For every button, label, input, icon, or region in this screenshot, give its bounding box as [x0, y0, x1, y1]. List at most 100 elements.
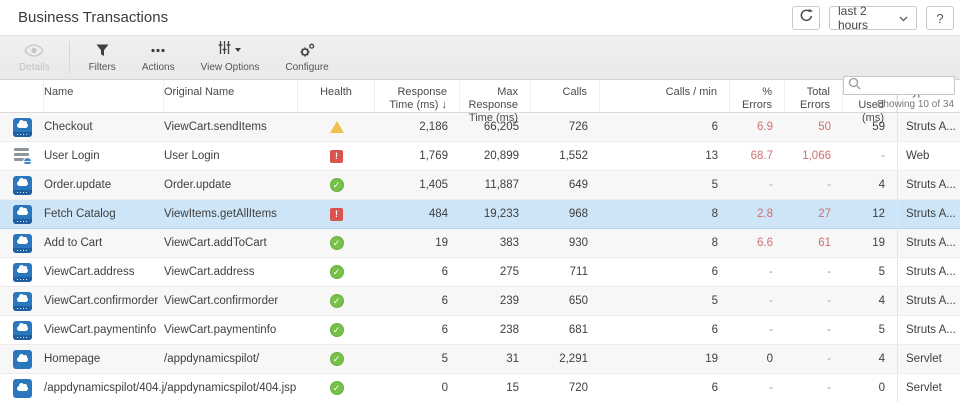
struts-app-icon: [13, 117, 32, 137]
cell-cpu-used: 19: [872, 237, 885, 249]
table-row[interactable]: Checkout ViewCart.sendItems 2,186 66,205…: [0, 113, 960, 142]
cell-pct-errors: -: [769, 266, 773, 278]
details-label: Details: [19, 61, 50, 73]
cell-calls: 2,291: [559, 353, 588, 365]
table-row[interactable]: Fetch Catalog ViewItems.getAllItems 484 …: [0, 200, 960, 229]
cell-original-name: User Login: [164, 150, 220, 162]
cell-calls: 930: [568, 237, 588, 249]
actions-label: Actions: [141, 61, 175, 73]
struts-app-icon: [13, 291, 32, 311]
table-row[interactable]: ViewCart.paymentinfo ViewCart.paymentinf…: [0, 316, 960, 345]
cell-calls-per-min: 13: [705, 150, 718, 162]
cell-type: Servlet: [897, 374, 960, 402]
cell-pct-errors: 6.6: [757, 237, 773, 249]
table-body: Checkout ViewCart.sendItems 2,186 66,205…: [0, 113, 960, 402]
cell-name: Add to Cart: [44, 237, 103, 249]
table-row[interactable]: Add to Cart ViewCart.addToCart 19 383 93…: [0, 229, 960, 258]
filters-button[interactable]: Filters: [76, 36, 129, 79]
help-button[interactable]: ?: [926, 6, 954, 30]
table-row[interactable]: /appdynamicspilot/404.jsp /appdynamicspi…: [0, 374, 960, 402]
cell-max-response-time: 11,887: [484, 179, 519, 191]
cell-type: Struts A...: [897, 200, 960, 228]
actions-button[interactable]: Actions: [129, 36, 188, 79]
cell-pct-errors: -: [769, 324, 773, 336]
cell-calls: 649: [568, 179, 588, 191]
details-button[interactable]: Details: [6, 36, 63, 79]
row-type-icon: [0, 262, 44, 282]
cell-response-time: 5: [441, 353, 448, 365]
cell-calls-per-min: 6: [711, 121, 718, 133]
health-icon: [298, 323, 375, 337]
filters-label: Filters: [88, 61, 116, 73]
page-title: Business Transactions: [18, 9, 169, 26]
cell-response-time: 1,769: [419, 150, 448, 162]
cell-cpu-used: 4: [878, 179, 885, 191]
cell-original-name: ViewCart.addToCart: [164, 237, 267, 249]
cell-name: ViewCart.paymentinfo: [44, 324, 157, 336]
table-header: Name Original Name Health Response Time …: [0, 80, 960, 124]
row-type-icon: [0, 291, 44, 311]
struts-app-icon: [13, 175, 32, 195]
table-row[interactable]: ViewCart.address ViewCart.address 6 275 …: [0, 258, 960, 287]
column-header-calls-per-min[interactable]: Calls / min: [600, 80, 730, 112]
filter-icon: [96, 43, 109, 58]
cell-calls: 650: [568, 295, 588, 307]
showing-count: Showing 10 of 34: [876, 99, 954, 110]
cell-type: Struts A...: [897, 229, 960, 257]
cell-name: User Login: [44, 150, 100, 162]
search-input[interactable]: [864, 79, 952, 92]
cell-response-time: 19: [435, 237, 448, 249]
cell-original-name: ViewCart.paymentinfo: [164, 324, 277, 336]
table-row[interactable]: Homepage /appdynamicspilot/ 5 31 2,291 1…: [0, 345, 960, 374]
column-header-calls[interactable]: Calls: [531, 80, 600, 112]
table-row[interactable]: User Login User Login 1,769 20,899 1,552…: [0, 142, 960, 171]
column-header-original-name[interactable]: Original Name: [164, 80, 298, 112]
time-range-dropdown[interactable]: last 2 hours: [829, 4, 917, 32]
configure-button[interactable]: Configure: [272, 36, 341, 79]
health-icon: [298, 352, 375, 366]
cell-type: Struts A...: [897, 316, 960, 344]
cell-response-time: 0: [441, 382, 448, 394]
cell-name: /appdynamicspilot/404.jsp: [44, 382, 164, 394]
cell-name: ViewCart.address: [44, 266, 135, 278]
column-header-total-errors[interactable]: Total Errors: [785, 80, 843, 112]
view-options-button[interactable]: View Options: [188, 36, 273, 79]
column-header-pct-errors[interactable]: % Errors: [730, 80, 785, 112]
health-icon: [298, 149, 375, 163]
chevron-down-icon: [899, 11, 908, 25]
cell-original-name: ViewCart.address: [164, 266, 255, 278]
table-row[interactable]: Order.update Order.update 1,405 11,887 6…: [0, 171, 960, 200]
cell-original-name: /appdynamicspilot/: [164, 353, 260, 365]
cell-type: Struts A...: [897, 258, 960, 286]
cell-total-errors: -: [827, 266, 831, 278]
toolbar-separator: [68, 41, 70, 74]
cell-total-errors: -: [827, 382, 831, 394]
column-header-max-response-time[interactable]: Max Response Time (ms): [460, 80, 531, 124]
cell-original-name: ViewCart.sendItems: [164, 121, 267, 133]
cell-response-time: 2,186: [419, 121, 448, 133]
cell-total-errors: -: [827, 295, 831, 307]
cell-calls-per-min: 5: [711, 295, 718, 307]
column-header-response-time[interactable]: Response Time (ms) ↓: [375, 80, 460, 112]
refresh-button[interactable]: [792, 6, 820, 30]
cell-pct-errors: 68.7: [750, 150, 773, 162]
eye-icon: [24, 43, 45, 58]
cell-original-name: ViewItems.getAllItems: [164, 208, 277, 220]
column-header-health[interactable]: Health: [298, 80, 375, 112]
cell-calls-per-min: 19: [705, 353, 718, 365]
cell-calls-per-min: 8: [711, 208, 718, 220]
title-bar: Business Transactions last 2 hours ?: [0, 0, 960, 36]
cell-pct-errors: -: [769, 382, 773, 394]
cell-cpu-used: 12: [872, 208, 885, 220]
cell-cpu-used: 5: [878, 266, 885, 278]
cell-response-time: 6: [441, 324, 448, 336]
column-header-name[interactable]: Name: [44, 80, 164, 112]
row-type-icon: [0, 378, 44, 398]
health-icon: [298, 294, 375, 308]
cell-calls: 968: [568, 208, 588, 220]
row-type-icon: [0, 349, 44, 369]
row-type-icon: [0, 320, 44, 340]
table-row[interactable]: ViewCart.confirmorder ViewCart.confirmor…: [0, 287, 960, 316]
cell-calls: 1,552: [559, 150, 588, 162]
cell-name: Fetch Catalog: [44, 208, 116, 220]
